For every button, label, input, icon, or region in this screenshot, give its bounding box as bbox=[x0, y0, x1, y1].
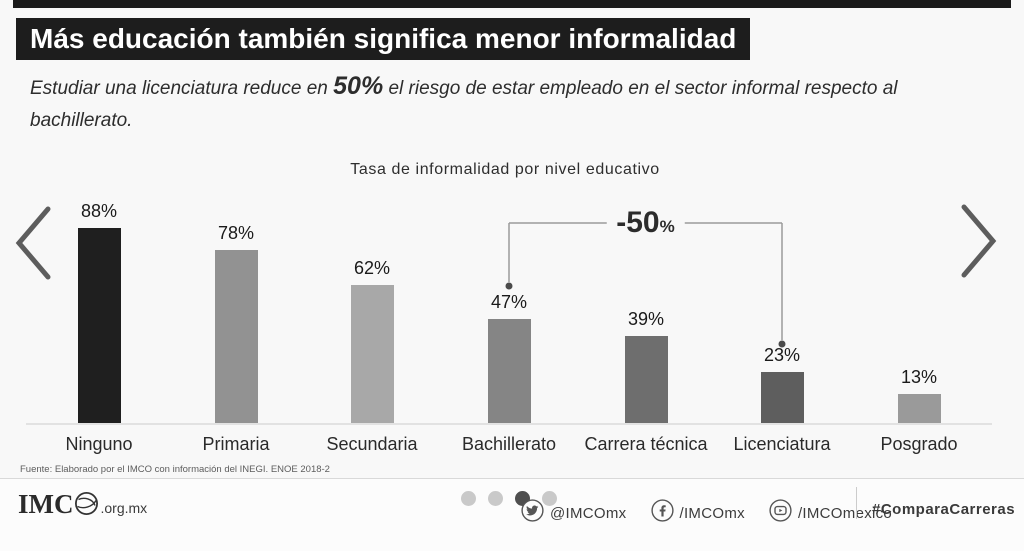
bar-Secundaria bbox=[350, 285, 394, 423]
bar-value-label: 23% bbox=[763, 345, 801, 365]
imco-logo-text: IMC bbox=[18, 489, 74, 519]
footer-divider bbox=[856, 487, 857, 519]
youtube-icon bbox=[769, 499, 792, 527]
chart-baseline bbox=[26, 423, 992, 425]
bar-Ninguno bbox=[77, 228, 121, 423]
bar-value-label: 47% bbox=[490, 292, 528, 312]
bar-category-label: Secundaria bbox=[326, 434, 418, 454]
social-links: @IMCOmx/IMCOmx/IMCOmexico bbox=[521, 499, 892, 527]
subtitle: Estudiar una licenciatura reduce en 50% … bbox=[30, 66, 970, 136]
bar-Bachillerato bbox=[487, 319, 531, 423]
imco-logo-domain: .org.mx bbox=[100, 499, 148, 516]
headline-banner: Más educación también significa menor in… bbox=[16, 18, 751, 60]
bar-category-label: Primaria bbox=[202, 434, 270, 454]
campaign-hashtag: #ComparaCarreras bbox=[872, 501, 1016, 518]
social-link-imcomexico[interactable]: /IMCOmexico bbox=[769, 499, 892, 527]
annotation-percent-sign: % bbox=[659, 217, 675, 236]
pagination-dot-2[interactable] bbox=[488, 491, 503, 506]
bar-value-label: 62% bbox=[353, 258, 391, 278]
subtitle-text-post: el riesgo de estar empleado en el sector… bbox=[30, 78, 898, 131]
imco-logo: IMC .org.mx bbox=[18, 487, 147, 522]
chart-title: Tasa de informalidad por nivel educativo bbox=[350, 161, 660, 178]
page-title: Más educación también significa menor in… bbox=[30, 23, 737, 54]
social-handle: /IMCOmexico bbox=[797, 504, 893, 522]
social-link-imcomx[interactable]: @IMCOmx bbox=[521, 499, 627, 527]
bar-category-label: Licenciatura bbox=[733, 434, 831, 454]
pagination-dot-1[interactable] bbox=[461, 491, 476, 506]
bar-category-label: Ninguno bbox=[65, 434, 133, 454]
bar-category-label: Carrera técnica bbox=[584, 434, 708, 454]
social-handle: /IMCOmx bbox=[679, 504, 745, 522]
facebook-icon bbox=[650, 499, 674, 527]
annotation-value: -50 bbox=[616, 206, 660, 239]
footer-separator bbox=[0, 478, 1024, 479]
bar-category-label: Posgrado bbox=[880, 434, 958, 454]
bar-Licenciatura bbox=[760, 372, 804, 423]
twitter-icon bbox=[521, 499, 544, 527]
imco-globe-icon bbox=[73, 490, 100, 522]
annotation-label: -50% bbox=[606, 205, 685, 241]
top-accent-strip bbox=[13, 0, 1011, 8]
bar-value-label: 13% bbox=[900, 367, 938, 387]
bar-category-label: Bachillerato bbox=[461, 434, 557, 454]
prev-arrow-icon[interactable] bbox=[10, 203, 54, 283]
source-note: Fuente: Elaborado por el IMCO con inform… bbox=[20, 464, 330, 475]
bar-Primaria bbox=[214, 250, 258, 423]
subtitle-highlight: 50% bbox=[333, 72, 384, 100]
bar-Posgrado bbox=[897, 394, 941, 423]
bar-value-label: 88% bbox=[80, 201, 118, 221]
next-arrow-icon[interactable] bbox=[958, 201, 1002, 281]
pagination-dot-4[interactable] bbox=[542, 491, 557, 506]
social-handle: @IMCOmx bbox=[550, 504, 627, 522]
social-link-imcomx[interactable]: /IMCOmx bbox=[650, 499, 745, 527]
bar-Carrera técnica bbox=[624, 336, 668, 423]
bar-value-label: 78% bbox=[217, 223, 255, 243]
bar-value-label: 39% bbox=[627, 309, 665, 329]
subtitle-text-pre: Estudiar una licenciatura reduce en bbox=[30, 78, 334, 99]
footer-bar: IMC .org.mx @IMCOmx/IMCOmx/IMCOmexico #C… bbox=[0, 479, 1024, 551]
